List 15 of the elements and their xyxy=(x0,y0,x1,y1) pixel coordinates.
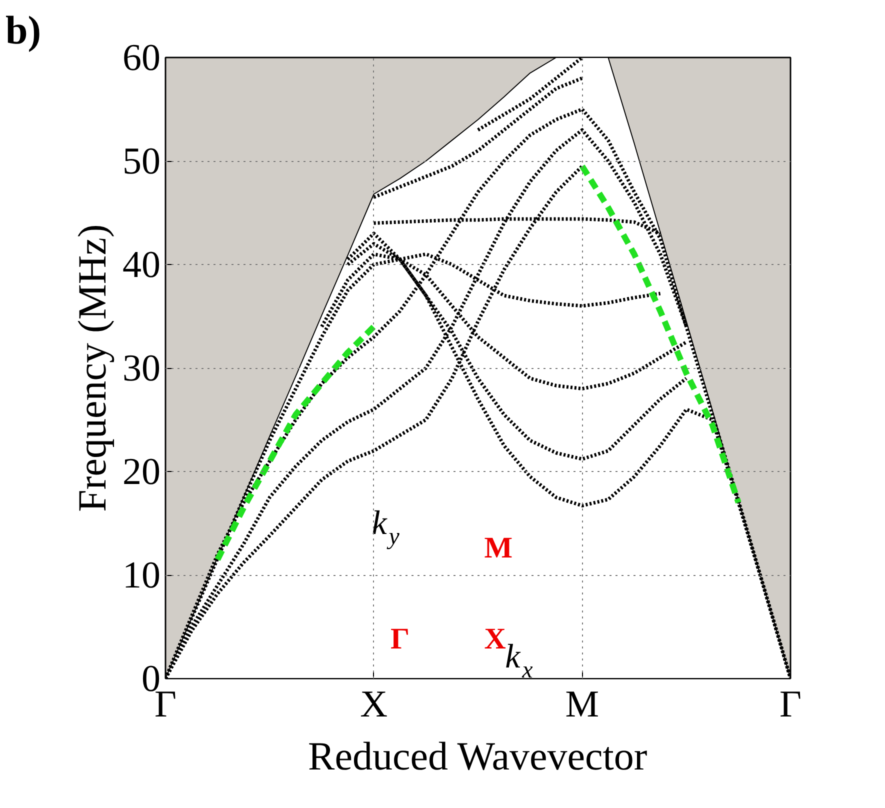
y-tick-label: 60 xyxy=(122,37,160,79)
y-axis-title: Frequency (MHz) xyxy=(70,224,114,512)
x-tick-label: Γ xyxy=(780,684,802,726)
x-tick-label: M xyxy=(565,684,600,726)
x-axis-title: Reduced Wavevector xyxy=(308,734,648,778)
y-tick-label: 40 xyxy=(122,244,160,286)
x-tick-label: X xyxy=(360,684,388,726)
y-tick-label: 10 xyxy=(122,554,160,596)
y-tick-label: 20 xyxy=(122,451,160,493)
y-tick-label: 50 xyxy=(122,140,160,182)
y-tick-label: 30 xyxy=(122,348,160,390)
annotation: Γ xyxy=(390,622,410,656)
text: b) xyxy=(6,8,42,52)
annotation: X xyxy=(484,622,506,656)
annotation: M xyxy=(484,532,513,565)
